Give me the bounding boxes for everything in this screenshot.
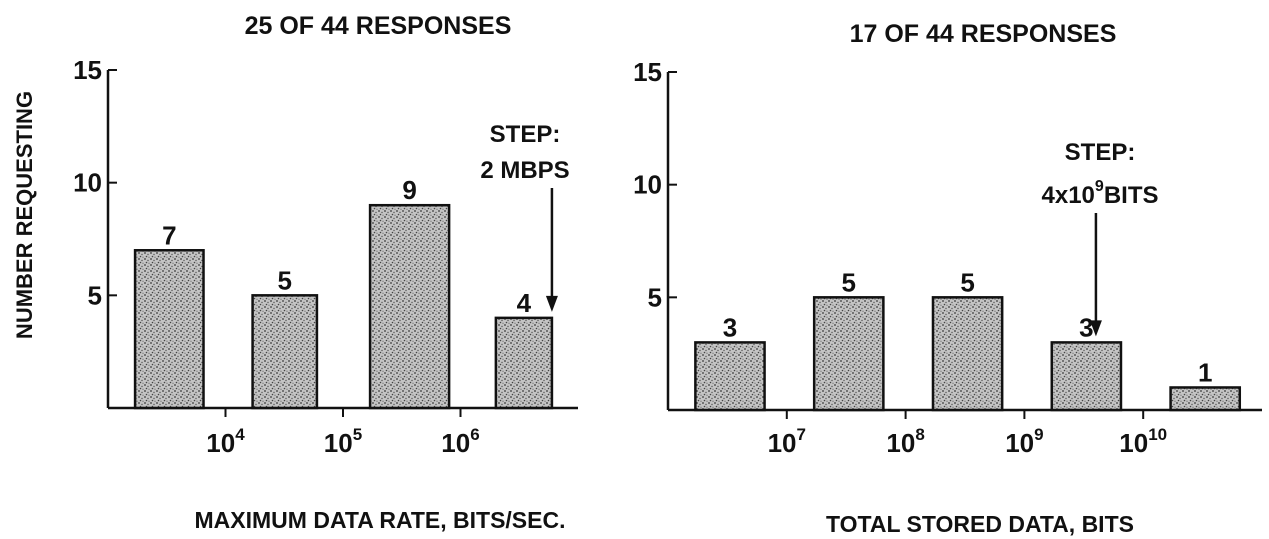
bar <box>368 203 451 410</box>
x-tick-label: 106 <box>441 425 479 458</box>
x-tick-label: 104 <box>206 425 245 458</box>
x-tick-label: 109 <box>1005 425 1043 458</box>
chart-title: 17 OF 44 RESPONSES <box>850 20 1117 48</box>
y-tick-label: 10 <box>633 170 662 200</box>
annotation-text: STEP: <box>490 121 561 148</box>
y-tick-label: 15 <box>73 55 102 85</box>
x-tick-label: 107 <box>768 425 806 458</box>
bar <box>931 296 1004 412</box>
y-axis-label: NUMBER REQUESTING <box>12 91 37 339</box>
x-tick-label: 105 <box>324 425 362 458</box>
bar-value-label: 5 <box>842 267 856 297</box>
x-tick-label: 1010 <box>1119 425 1167 458</box>
annotation-text: 4x109BITS <box>1042 178 1159 209</box>
annotation-text: 2 MBPS <box>480 157 569 184</box>
chart-panel-2: 17 OF 44 RESPONSES 5 10 15 107 108 109 1010 3 5 5 3… <box>633 20 1262 537</box>
annotation-arrow-head <box>1089 320 1102 337</box>
bar <box>251 294 319 410</box>
x-tick-label: 108 <box>886 425 924 458</box>
y-tick-label: 5 <box>88 280 102 310</box>
x-axis-label: MAXIMUM DATA RATE, BITS/SEC. <box>195 507 566 533</box>
bar-value-label: 5 <box>960 267 974 297</box>
y-tick-label: 5 <box>648 282 662 312</box>
bar <box>694 341 766 412</box>
bar <box>494 316 554 410</box>
bar <box>1169 386 1242 412</box>
bar-value-label: 5 <box>278 265 292 295</box>
bar <box>1050 341 1123 412</box>
chart-title: 25 OF 44 RESPONSES <box>245 12 512 40</box>
bar <box>812 296 885 412</box>
y-tick-label: 10 <box>73 168 102 198</box>
x-axis-label: TOTAL STORED DATA, BITS <box>826 511 1134 537</box>
bar-value-label: 7 <box>162 220 176 250</box>
bar-value-label: 3 <box>1079 312 1093 342</box>
bar-value-label: 1 <box>1198 357 1212 387</box>
y-tick-label: 15 <box>633 57 662 87</box>
annotation-text: STEP: <box>1065 139 1136 166</box>
bar-value-label: 4 <box>517 288 532 318</box>
bar <box>133 249 205 410</box>
annotation-arrow-head <box>545 295 558 312</box>
chart-panel-1: 25 OF 44 RESPONSES 5 10 15 104 105 106 7 5 9 4 MAXI… <box>73 12 578 533</box>
bar-value-label: 3 <box>723 312 737 342</box>
bar-value-label: 9 <box>402 175 416 205</box>
